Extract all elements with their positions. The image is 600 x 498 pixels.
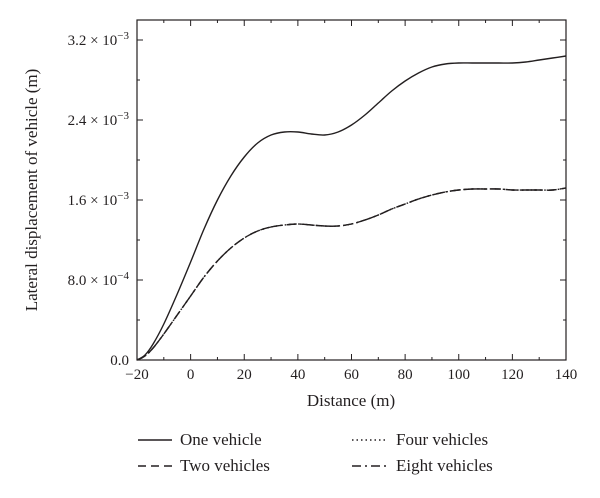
legend-item-eight-vehicles: Eight vehicles xyxy=(352,456,493,475)
y-axis: 0.0 8.0 × 10−4 1.6 × 10−3 2.4 × 10−3 3.2 × 1… xyxy=(68,30,566,369)
x-tick-label: −20 xyxy=(125,367,148,383)
x-axis-title: Distance (m) xyxy=(307,391,395,410)
x-tick-label: 0 xyxy=(187,367,195,383)
plot-frame xyxy=(136,19,567,361)
series-line-two-vehicles xyxy=(136,187,567,361)
legend-item-two-vehicles: Two vehicles xyxy=(138,456,270,475)
series-line-eight-vehicles xyxy=(136,187,567,361)
y-tick-label: 2.4 × 10−3 xyxy=(68,110,130,129)
y-tick-label: 8.0 × 10−4 xyxy=(68,270,130,289)
y-tick-label: 1.6 × 10−3 xyxy=(68,190,130,209)
x-tick-label: 20 xyxy=(237,367,252,383)
series-line-one-vehicle xyxy=(136,55,567,361)
legend-label: One vehicle xyxy=(180,430,262,449)
y-tick-label: 3.2 × 10−3 xyxy=(68,30,130,49)
y-tick-label: 0.0 xyxy=(110,353,129,369)
legend-item-four-vehicles: Four vehicles xyxy=(352,430,488,449)
x-axis: −20 0 20 40 60 80 100 120 140 xyxy=(125,20,577,383)
x-tick-label: 100 xyxy=(448,367,471,383)
legend-label: Four vehicles xyxy=(396,430,488,449)
series-line-four-vehicles xyxy=(136,187,567,361)
legend-label: Two vehicles xyxy=(180,456,270,475)
x-tick-label: 80 xyxy=(398,367,413,383)
y-axis-title: Lateral displacement of vehicle (m) xyxy=(22,69,41,312)
series-layer xyxy=(136,55,567,361)
legend: One vehicle Two vehicles Four vehicles E… xyxy=(138,430,493,475)
legend-label: Eight vehicles xyxy=(396,456,493,475)
legend-item-one-vehicle: One vehicle xyxy=(138,430,262,449)
x-tick-label: 40 xyxy=(290,367,305,383)
x-tick-label: 60 xyxy=(344,367,359,383)
x-tick-label: 120 xyxy=(501,367,524,383)
x-tick-label: 140 xyxy=(555,367,578,383)
